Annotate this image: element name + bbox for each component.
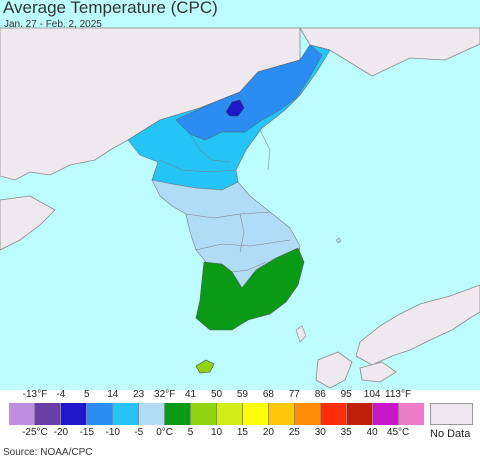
legend-swatch (347, 403, 373, 425)
legend-tick-label: 0°C (156, 427, 174, 438)
province-borders (159, 129, 291, 273)
legend-swatch (295, 403, 321, 425)
legend-tick-label: 30 (314, 427, 326, 438)
source-credit: Source: NOAA/CPC (3, 447, 93, 458)
legend-tick-label: 15 (236, 427, 248, 438)
temperature-map: Average Temperature (CPC) Jan. 27 - Feb.… (0, 0, 480, 390)
legend-swatch (191, 403, 217, 425)
legend-tick-label: 41 (185, 389, 197, 400)
fahrenheit-ticks: -13°F -4 5 14 23 32°F 41 50 59 68 77 86 95 104 113°F (0, 389, 480, 402)
legend-swatch (61, 403, 87, 425)
no-data-swatch (430, 403, 473, 425)
legend-tick-label: -20 (53, 427, 69, 438)
legend-swatch (165, 403, 191, 425)
ulleung-island (335, 237, 342, 244)
legend-tick-label: 40 (366, 427, 378, 438)
legend-swatch (399, 403, 424, 425)
legend-tick-label: 68 (262, 389, 274, 400)
legend-swatch (243, 403, 269, 425)
legend-swatch (113, 403, 139, 425)
coldest-pocket (225, 99, 245, 117)
tsushima (295, 325, 307, 343)
legend-tick-label: 50 (210, 389, 223, 400)
color-legend (9, 403, 424, 425)
legend-tick-label: -13°F (22, 389, 48, 400)
map-title: Average Temperature (CPC) (3, 0, 218, 17)
legend-tick-label: 23 (133, 389, 145, 400)
legend-tick-label: 113°F (385, 389, 412, 400)
legend-tick-label: 25 (288, 427, 300, 438)
legend-tick-label: 95 (340, 389, 352, 400)
legend-swatch (9, 403, 35, 425)
legend-tick-label: 5 (84, 389, 90, 400)
japan-kyushu (315, 351, 353, 389)
legend-tick-label: 45°C (386, 427, 410, 438)
legend-tick-label: -5 (134, 427, 144, 438)
legend-tick-label: 14 (107, 389, 119, 400)
legend-swatch (35, 403, 61, 425)
jeju-island (195, 359, 215, 374)
legend-tick-label: -25°C (22, 427, 48, 438)
legend-tick-label: 35 (340, 427, 352, 438)
legend-swatch (87, 403, 113, 425)
legend-tick-label: 104 (363, 389, 381, 400)
legend-tick-label: 5 (187, 427, 194, 438)
north-korea-colder-region (175, 44, 323, 141)
legend-tick-label: -4 (56, 389, 66, 400)
japan-honshu (355, 284, 480, 366)
legend-tick-label: 10 (210, 427, 223, 438)
legend-tick-label: -15 (79, 427, 95, 438)
legend-swatch (373, 403, 399, 425)
south-korea-mild-region (195, 247, 305, 331)
legend-swatch (217, 403, 243, 425)
legend-tick-label: 59 (236, 389, 248, 400)
japan-shikoku (359, 361, 397, 383)
legend-tick-label: 86 (314, 389, 326, 400)
legend-tick-label: 77 (288, 389, 300, 400)
celsius-ticks: -25°C -20 -15 -10 -5 0°C 5 10 15 20 25 30 35 40 45°C (0, 427, 480, 440)
legend-tick-label: -10 (105, 427, 120, 438)
legend-tick-label: 32°F (154, 389, 176, 400)
legend-tick-label: 20 (262, 427, 274, 438)
date-range: Jan. 27 - Feb. 2, 2025 (4, 19, 102, 30)
legend-swatch (139, 403, 165, 425)
legend-swatch (321, 403, 347, 425)
map-graphic (0, 27, 480, 389)
no-data-label: No Data (430, 428, 471, 440)
china-coast-south (0, 195, 56, 251)
legend-swatch (269, 403, 295, 425)
